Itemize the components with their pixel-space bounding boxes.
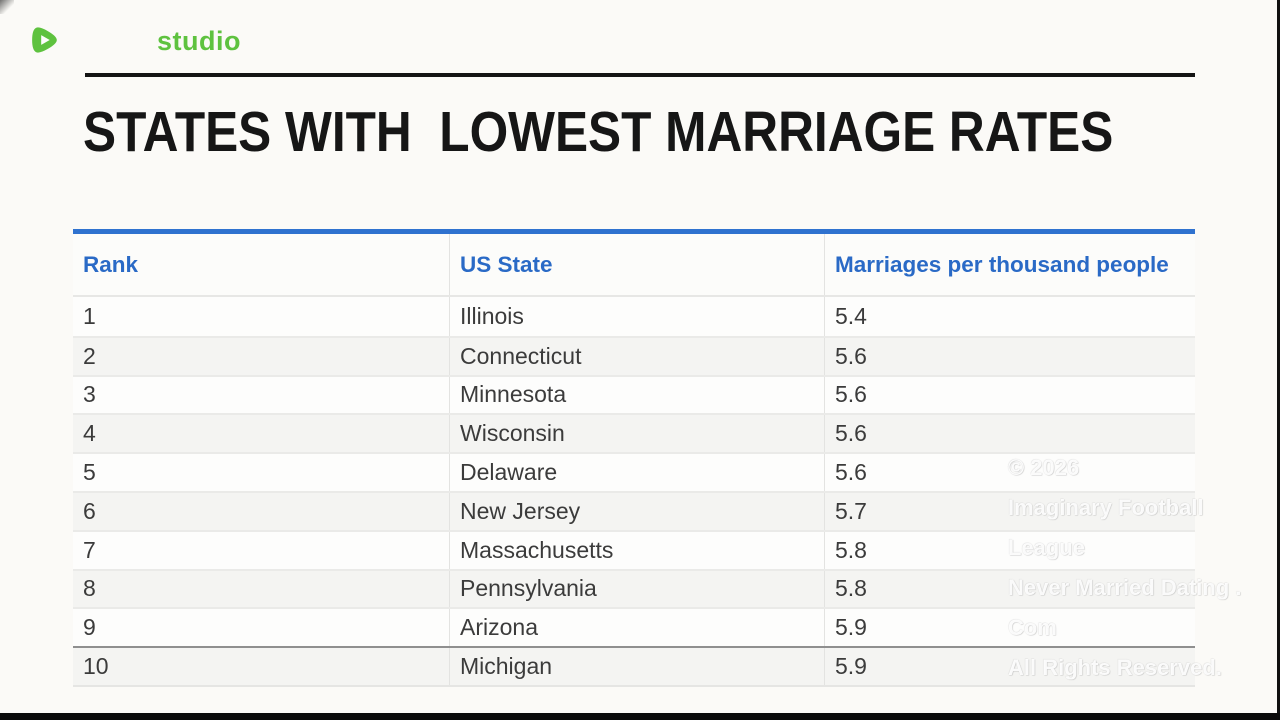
cell-state: Massachusetts <box>449 531 824 569</box>
cell-state: Wisconsin <box>449 415 824 453</box>
cell-state: Illinois <box>449 297 824 336</box>
cell-value: 5.6 <box>824 337 1195 375</box>
table-row: 6 New Jersey 5.7 <box>73 490 1195 530</box>
cell-value: 5.8 <box>824 570 1195 608</box>
cell-value: 5.7 <box>824 492 1195 530</box>
table-row: 8 Pennsylvania 5.8 <box>73 568 1195 608</box>
brand-studio-label: studio <box>157 26 241 56</box>
cell-rank: 10 <box>83 653 109 680</box>
column-header-state: US State <box>449 234 824 295</box>
cell-rank: 6 <box>83 497 96 524</box>
table-row: 10 Michigan 5.9 <box>73 646 1195 685</box>
cell-value: 5.6 <box>824 415 1195 453</box>
column-header-rank: Rank <box>83 252 139 277</box>
table-row: 2 Connecticut 5.6 <box>73 335 1195 375</box>
marriage-rates-table: Rank US State Marriages per thousand peo… <box>73 229 1195 687</box>
table-row: 1 Illinois 5.4 <box>73 297 1195 336</box>
cell-rank: 4 <box>83 420 96 447</box>
cell-rank: 1 <box>83 302 96 329</box>
screen-edge-bottom <box>0 713 1280 720</box>
cell-value: 5.8 <box>824 531 1195 569</box>
table-header-row: Rank US State Marriages per thousand peo… <box>73 234 1195 297</box>
column-header-value: Marriages per thousand people <box>824 234 1195 295</box>
corner-artifact <box>0 0 14 14</box>
cell-state: New Jersey <box>449 492 824 530</box>
cell-state: Michigan <box>449 648 824 685</box>
table-top-accent <box>73 229 1195 234</box>
cell-rank: 5 <box>83 459 96 486</box>
cell-value: 5.4 <box>824 297 1195 336</box>
cell-value: 5.6 <box>824 376 1195 414</box>
cell-value: 5.9 <box>824 648 1195 685</box>
cell-state: Connecticut <box>449 337 824 375</box>
cell-rank: 9 <box>83 614 96 641</box>
cell-state: Delaware <box>449 454 824 491</box>
play-icon <box>32 27 57 53</box>
table-row: 3 Minnesota 5.6 <box>73 374 1195 414</box>
cell-state: Pennsylvania <box>449 570 824 608</box>
cell-rank: 3 <box>83 381 96 408</box>
cell-value: 5.6 <box>824 454 1195 491</box>
cell-state: Minnesota <box>449 376 824 414</box>
cell-rank: 2 <box>83 342 96 369</box>
table-row: 4 Wisconsin 5.6 <box>73 413 1195 453</box>
table-row: 9 Arizona 5.9 <box>73 607 1195 647</box>
cell-rank: 7 <box>83 536 96 563</box>
table-row: 5 Delaware 5.6 <box>73 452 1195 491</box>
cell-state: Arizona <box>449 609 824 647</box>
cell-value: 5.9 <box>824 609 1195 647</box>
screen-edge-right <box>1277 0 1280 720</box>
table-body: 1 Illinois 5.4 2 Connecticut 5.6 3 Minne… <box>73 297 1195 687</box>
title-rule <box>85 73 1195 77</box>
page-title: STATES WITH LOWEST MARRIAGE RATES <box>83 100 1114 164</box>
table-row: 7 Massachusetts 5.8 <box>73 529 1195 569</box>
cell-rank: 8 <box>83 575 96 602</box>
